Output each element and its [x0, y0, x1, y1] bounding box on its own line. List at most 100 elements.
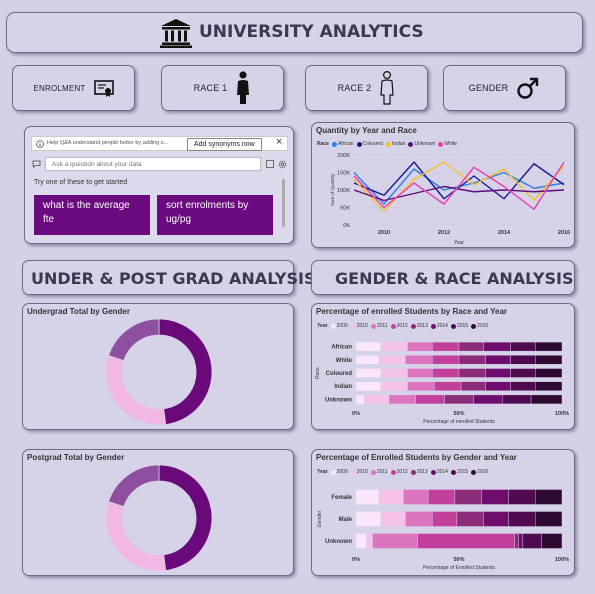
legend-label-african: African	[337, 141, 354, 147]
legend-swatch-2013	[410, 469, 416, 475]
nav-button-race2[interactable]: RACE 2	[305, 65, 428, 111]
x-axis-label: Percentage of enrolled Students	[423, 419, 495, 425]
race-year-bar-chart: African White Coloured Indian Unknown 0% 50% 10…	[315, 341, 569, 425]
category-label-male: Male	[339, 517, 353, 523]
race-year-bar-title: Percentage of enrolled Students by Race …	[316, 307, 508, 316]
postgrad-donut-title: Postgrad Total by Gender	[27, 453, 125, 462]
category-label-unknown: Unknown	[325, 397, 352, 403]
series-line-coloured	[353, 161, 565, 200]
legend-item-2014: 2014	[430, 323, 448, 329]
legend-title-year: Year	[317, 469, 328, 475]
line-chart-panel: Quantity by Year and Race Race African C…	[311, 122, 575, 248]
gender-year-bar-panel: Percentage of Enrolled Students by Gende…	[311, 449, 575, 576]
bar-segment-unknown-2012	[417, 533, 515, 549]
qna-banner-text: Help Q&A understand people better by add…	[47, 140, 169, 146]
legend-swatch-2011	[370, 469, 376, 475]
qna-suggestion-sort-enrolments[interactable]: sort enrolments by ug/pg	[157, 195, 273, 235]
legend-title-race: Race	[317, 141, 329, 147]
bar-segment-african-2014	[483, 341, 511, 352]
bar-segment-african-2012	[432, 341, 460, 352]
x-tick-label: 2012	[438, 230, 450, 236]
bar-segment-female-2009	[355, 489, 379, 505]
legend-label-2012: 2012	[396, 469, 408, 475]
legend-item-2012: 2012	[390, 323, 408, 329]
legend-label-white: White	[444, 141, 458, 147]
nav-button-gender[interactable]: GENDER	[443, 65, 566, 111]
nav-label-gender: GENDER	[468, 83, 509, 93]
bar-segment-coloured-2014	[485, 368, 511, 378]
legend-swatch-2015	[450, 469, 456, 475]
legend-label-2010: 2010	[356, 469, 368, 475]
gender-year-bar-chart: Female Male Unknown 0% 50% 100% Percentage of …	[317, 489, 569, 571]
institution-icon	[160, 19, 192, 48]
legend-swatch-african	[331, 141, 337, 147]
legend-label-2014: 2014	[436, 323, 448, 329]
gear-icon[interactable]	[278, 160, 287, 169]
legend-swatch-2015	[450, 323, 456, 329]
category-label-white: White	[336, 358, 353, 364]
legend-item-2016: 2016	[471, 323, 488, 329]
legend-item-white: White	[438, 141, 457, 147]
series-line-indian	[353, 161, 565, 212]
bar-segment-african-2009	[355, 341, 381, 352]
postgrad-donut-chart	[105, 464, 213, 572]
x-tick-label: 2014	[498, 230, 511, 236]
close-icon[interactable]: ×	[276, 136, 283, 148]
bar-segment-coloured-2009	[355, 368, 381, 378]
bar-segment-female-2015	[508, 489, 536, 505]
donut-slice-unknown	[108, 318, 160, 362]
expand-icon[interactable]	[266, 160, 274, 168]
legend-item-african: African	[331, 141, 354, 147]
bar-segment-unknown-2015	[522, 533, 542, 549]
legend-label-2015: 2015	[456, 469, 469, 475]
bar-segment-male-2009	[355, 511, 381, 527]
qna-input[interactable]	[45, 157, 261, 171]
bar-segment-female-2012	[427, 489, 456, 505]
bar-segment-white-2015	[510, 355, 536, 365]
bar-segment-indian-2011	[407, 381, 435, 391]
bar-segment-white-2011	[405, 355, 433, 365]
bar-segment-coloured-2016	[535, 368, 563, 378]
legend-label-2014: 2014	[436, 469, 448, 475]
legend-swatch-2010	[350, 323, 356, 329]
bar-segment-white-2016	[535, 355, 563, 365]
legend-item-2016: 2016	[471, 469, 488, 475]
male-symbol-icon	[517, 77, 539, 99]
legend-swatch-2011	[370, 323, 376, 329]
category-label-indian: Indian	[334, 384, 352, 390]
bar-segment-unknown-2013	[514, 533, 519, 549]
bar-segment-indian-2013	[460, 381, 486, 391]
legend-title-year: Year	[317, 323, 328, 329]
bar-segment-unknown-2010	[366, 533, 373, 549]
race-year-legend: Year 2009 2010 2011 2012 2013 2014 2015 2016	[317, 323, 488, 329]
legend-label-coloured: Coloured	[362, 141, 383, 147]
x-tick-label: 2016	[558, 230, 570, 236]
nav-button-enrolment[interactable]: ENROLMENT	[12, 65, 135, 111]
bar-segment-indian-2014	[485, 381, 511, 391]
bar-segment-male-2012	[432, 511, 458, 527]
legend-item-2009: 2009	[330, 469, 348, 475]
series-line-white	[353, 161, 565, 210]
category-label-african: African	[331, 345, 352, 351]
bar-segment-unknown-2016	[541, 533, 563, 549]
qna-suggestion-average-fte[interactable]: what is the average fte	[34, 195, 150, 235]
legend-swatch-coloured	[356, 141, 362, 147]
header-bar: UNIVERSITY ANALYTICS	[6, 12, 583, 53]
y-axis-label: Sum of Quantity	[330, 173, 335, 206]
bar-segment-coloured-2015	[510, 368, 536, 378]
x-axis-label: Percentage of Enrolled Students	[423, 565, 495, 571]
bar-segment-coloured-2013	[458, 368, 486, 378]
legend-swatch-2010	[350, 469, 356, 475]
bar-segment-unknown-2014	[473, 394, 503, 405]
qna-panel: Help Q&A understand people better by add…	[24, 126, 294, 244]
qna-prompt: Try one of these to get started	[34, 179, 128, 186]
legend-label-2010: 2010	[356, 323, 368, 329]
legend-item-2010: 2010	[350, 323, 368, 329]
qna-scrollbar[interactable]	[282, 179, 285, 227]
legend-swatch-2016	[471, 323, 477, 329]
bar-segment-white-2012	[432, 355, 460, 365]
bar-segment-coloured-2011	[407, 368, 433, 378]
line-chart-title: Quantity by Year and Race	[316, 126, 417, 135]
add-synonyms-button[interactable]: Add synonyms now	[187, 138, 262, 151]
nav-button-race1[interactable]: RACE 1	[161, 65, 284, 111]
